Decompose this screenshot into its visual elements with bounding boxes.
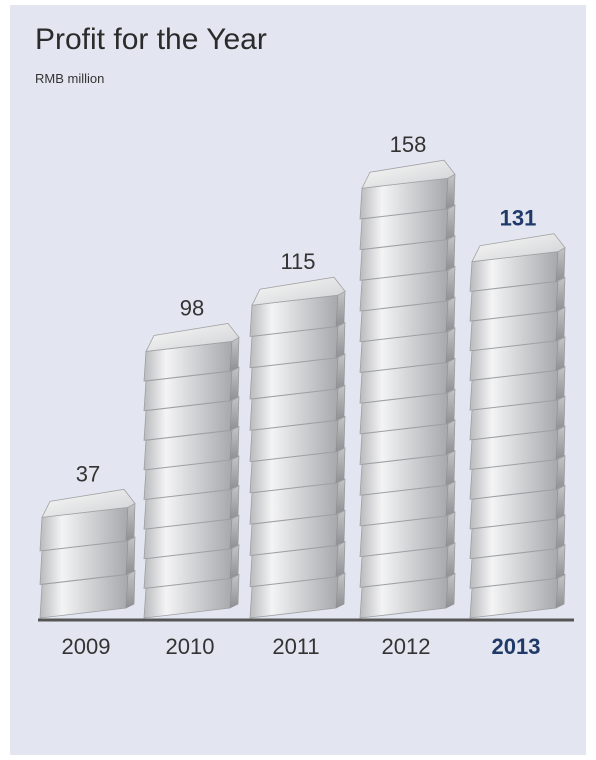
bar-2012-ingot: [359, 480, 456, 527]
bar-2011-top: [251, 276, 346, 306]
value-label-2012: 158: [390, 132, 427, 157]
bar-2009-top: [41, 488, 136, 518]
chart-title: Profit for the Year: [35, 23, 267, 56]
bar-2011-ingot: [249, 415, 346, 463]
bar-2013-ingot: [469, 425, 566, 470]
x-tick-label-2013: 2013: [492, 634, 541, 659]
bar-2012-ingot: [359, 388, 456, 435]
bar-2013-ingot: [469, 336, 566, 381]
bar-2011-ingot: [249, 447, 346, 494]
bar-2013-ingot: [469, 573, 566, 619]
bar-2010-ingot: [143, 514, 240, 560]
bar-2012-ingot: [359, 572, 456, 619]
bar-2009-ingot: [39, 502, 136, 552]
bar-2011-ingot: [249, 384, 346, 431]
bar-2012-ingot: [359, 357, 456, 404]
bar-2009-ingot: [39, 536, 136, 585]
bar-2011-ingot: [249, 540, 346, 588]
x-tick-label-2012: 2012: [382, 634, 431, 659]
bar-2010-ingot: [143, 396, 240, 441]
bar-2012-ingot: [359, 265, 456, 312]
bar-2009-ingot: [39, 569, 136, 619]
bar-2010-ingot: [143, 336, 240, 382]
bar-2011-ingot: [249, 353, 346, 400]
bar-2013-ingot: [469, 544, 566, 589]
bar-2013-ingot: [469, 365, 566, 411]
chart-subtitle: RMB million: [35, 71, 105, 86]
bar-2010-ingot: [143, 425, 240, 471]
bar-2013-ingot: [469, 395, 566, 441]
bar-2013-ingot: [469, 276, 566, 322]
bar-2012-ingot: [359, 327, 456, 373]
bar-2012-top: [361, 159, 456, 189]
bar-2012-ingot: [359, 235, 456, 281]
bar-2010-ingot: [143, 485, 240, 530]
bar-2012-ingot: [359, 296, 456, 343]
bar-2010-ingot: [143, 455, 240, 500]
x-tick-label-2010: 2010: [166, 634, 215, 659]
bar-2012-ingot: [359, 511, 456, 558]
value-label-2009: 37: [76, 461, 100, 486]
bar-2010-ingot: [143, 573, 240, 619]
bar-2013-ingot: [469, 455, 566, 500]
value-label-2010: 98: [180, 295, 204, 320]
x-tick-label-2011: 2011: [272, 634, 319, 659]
bar-2011-ingot: [249, 321, 346, 369]
x-tick-label-2009: 2009: [62, 634, 111, 659]
bar-2012-ingot: [359, 204, 456, 251]
bar-2013-ingot: [469, 484, 566, 530]
bar-2011-ingot: [249, 572, 346, 619]
bar-2013-ingot: [469, 306, 566, 352]
value-label-2013: 131: [500, 206, 537, 231]
bar-2010-ingot: [143, 544, 240, 589]
bar-2010-ingot: [143, 366, 240, 412]
bar-2010-top: [145, 323, 240, 352]
bar-2012-ingot: [359, 419, 456, 465]
bar-2011-ingot: [249, 509, 346, 556]
bar-2012-ingot: [359, 542, 456, 588]
bar-2011-ingot: [249, 478, 346, 525]
bar-2013-top: [471, 233, 566, 263]
value-label-2011: 115: [280, 249, 315, 274]
bar-2012-ingot: [359, 449, 456, 496]
bar-2013-ingot: [469, 514, 566, 560]
